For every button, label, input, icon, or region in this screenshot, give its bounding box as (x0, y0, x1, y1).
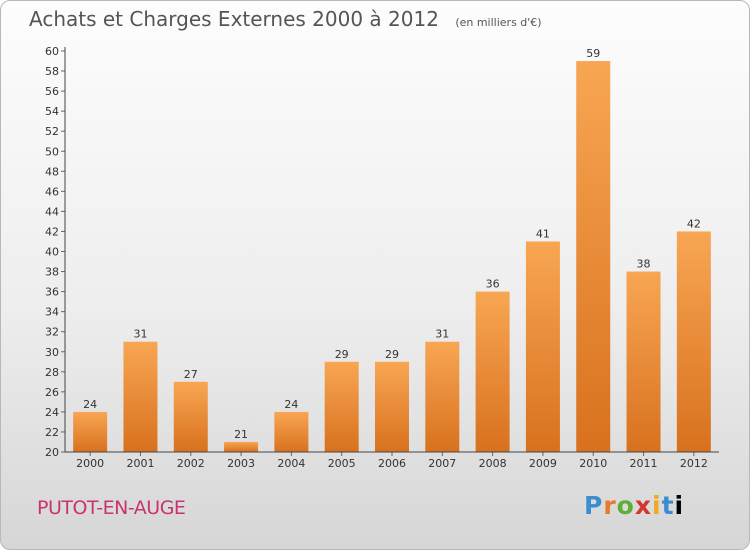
bar-value-label: 41 (536, 227, 550, 240)
y-tick-label: 60 (45, 45, 59, 58)
x-tick-label: 2004 (277, 457, 305, 470)
x-tick-label: 2001 (126, 457, 154, 470)
bar (525, 241, 560, 452)
x-tick-label: 2008 (479, 457, 507, 470)
bar-value-label: 59 (586, 47, 600, 60)
bar-value-label: 31 (435, 328, 449, 341)
logo-letter: i (674, 491, 685, 520)
x-tick-label: 2007 (428, 457, 456, 470)
bar (123, 341, 158, 452)
logo-letter: t (661, 491, 675, 520)
bar-value-label: 29 (385, 348, 399, 361)
y-tick-label: 28 (45, 366, 59, 379)
bar-value-label: 27 (184, 368, 198, 381)
y-tick-label: 20 (45, 446, 59, 459)
y-tick-label: 48 (45, 165, 59, 178)
logo-letter: P (584, 491, 604, 520)
bar (375, 361, 409, 452)
chart-title: Achats et Charges Externes 2000 à 2012 (… (29, 7, 542, 31)
logo-letter: x (634, 491, 652, 520)
bar (626, 271, 661, 452)
bar (324, 361, 359, 452)
x-tick-label: 2006 (378, 457, 406, 470)
y-tick-label: 46 (45, 185, 59, 198)
y-tick-label: 42 (45, 225, 59, 238)
bar-value-label: 24 (284, 398, 298, 411)
proxiti-logo: Proxiti (584, 491, 684, 520)
x-tick-label: 2005 (328, 457, 356, 470)
y-tick-label: 38 (45, 266, 59, 279)
y-tick-label: 52 (45, 125, 59, 138)
bar (274, 411, 309, 452)
bar-value-label: 29 (335, 348, 349, 361)
bar-value-label: 21 (234, 428, 248, 441)
x-tick-label: 2000 (76, 457, 104, 470)
y-tick-label: 26 (45, 386, 59, 399)
logo-letter: i (652, 491, 662, 520)
bar (676, 231, 711, 452)
commune-name: PUTOT-EN-AUGE (37, 497, 186, 519)
y-tick-label: 40 (45, 246, 59, 259)
y-tick-label: 24 (45, 406, 59, 419)
y-tick-label: 30 (45, 346, 59, 359)
bar-value-label: 42 (687, 217, 701, 230)
y-tick-label: 58 (45, 65, 59, 78)
x-tick-label: 2003 (227, 457, 255, 470)
logo-letter: o (616, 491, 635, 520)
y-tick-label: 32 (45, 326, 59, 339)
y-tick-label: 56 (45, 85, 59, 98)
y-tick-label: 44 (45, 205, 59, 218)
chart-unit: (en milliers d'€) (455, 16, 542, 29)
x-tick-label: 2012 (680, 457, 708, 470)
logo-letter: r (603, 491, 617, 520)
chart-title-text: Achats et Charges Externes 2000 à 2012 (29, 7, 439, 31)
x-tick-label: 2011 (630, 457, 658, 470)
bar-value-label: 31 (133, 328, 147, 341)
y-tick-label: 22 (45, 426, 59, 439)
x-tick-label: 2002 (177, 457, 205, 470)
x-tick-label: 2009 (529, 457, 557, 470)
bar (576, 61, 611, 453)
y-tick-label: 50 (45, 145, 59, 158)
bar (425, 341, 460, 452)
bar (224, 441, 259, 452)
bar-value-label: 24 (83, 398, 97, 411)
bar (73, 411, 108, 452)
y-tick-label: 36 (45, 286, 59, 299)
y-tick-label: 54 (45, 105, 59, 118)
bar (475, 291, 510, 452)
bar-value-label: 36 (486, 278, 500, 291)
bar (173, 381, 208, 452)
y-tick-label: 34 (45, 306, 59, 319)
x-tick-label: 2010 (579, 457, 607, 470)
bar-value-label: 38 (637, 258, 651, 271)
